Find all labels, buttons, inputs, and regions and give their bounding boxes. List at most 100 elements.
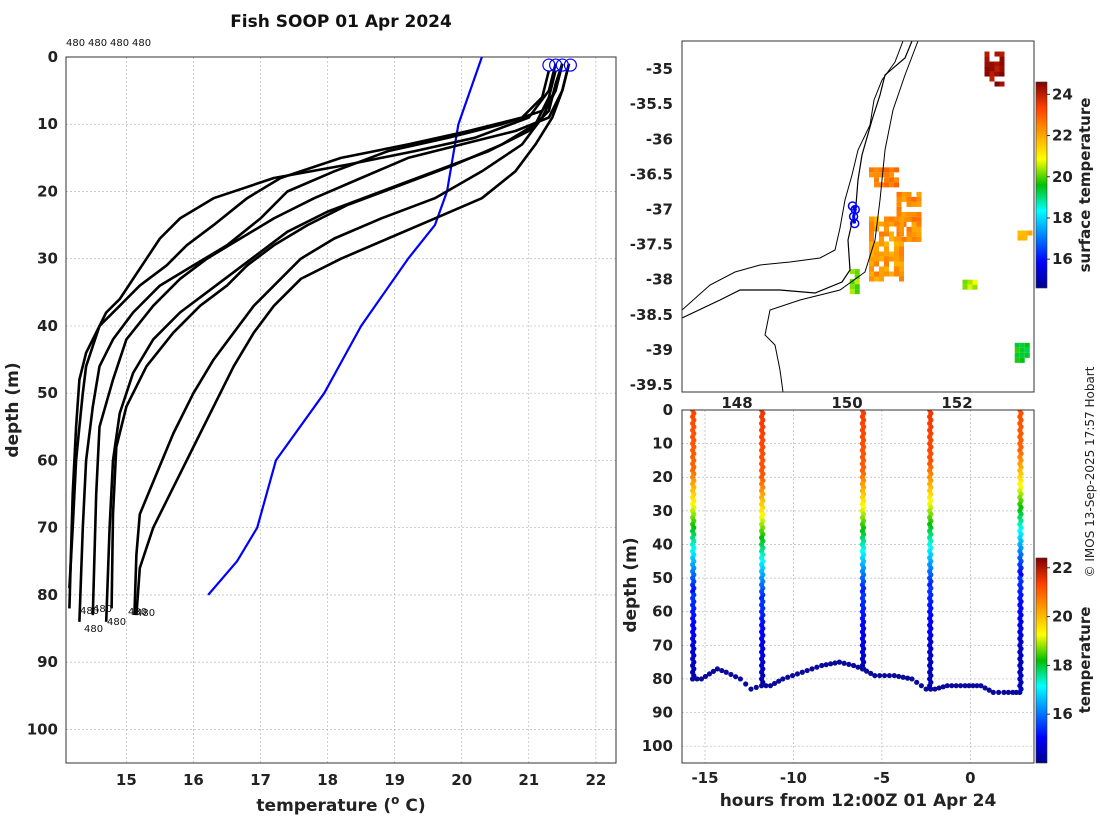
ship-track xyxy=(847,201,860,229)
sst-cell xyxy=(1014,352,1020,358)
sst-cell xyxy=(911,236,917,242)
sst-cell xyxy=(896,206,902,212)
depth-contour xyxy=(764,41,919,392)
sst-cell xyxy=(884,167,889,173)
section-ticks: -15 -10 -5 0 0 10 20 30 40 50 60 70 80 90 100 xyxy=(642,401,976,787)
x-tick-label: 17 xyxy=(250,771,271,789)
sst-cell xyxy=(879,172,884,178)
x-tick-label: 22 xyxy=(585,771,606,789)
sst-cell xyxy=(901,236,907,242)
sst-cell xyxy=(916,196,922,202)
sst-cell xyxy=(889,271,894,277)
cast-column xyxy=(1017,410,1024,696)
y-tick-label: 40 xyxy=(37,317,58,335)
sst-cell xyxy=(906,231,912,237)
bottom-point xyxy=(776,678,782,684)
map-lon-tick: 148 xyxy=(721,394,752,412)
sst-cell xyxy=(889,167,894,173)
profile-line xyxy=(91,63,571,616)
section-x-tick: -15 xyxy=(691,769,718,787)
sst-cell xyxy=(989,76,995,82)
bottom-point xyxy=(794,671,801,677)
bottom-point xyxy=(733,674,739,680)
map-colorbar-ticks: 16 18 20 22 24 xyxy=(1047,85,1073,268)
bottom-point xyxy=(753,684,759,690)
sst-cell xyxy=(879,276,884,282)
sst-cell xyxy=(874,167,879,173)
sst-cell xyxy=(899,226,904,232)
sst-cell xyxy=(989,61,995,67)
sst-cell xyxy=(896,191,902,197)
bottom-point xyxy=(814,664,820,670)
sst-cell xyxy=(869,241,874,247)
sst-cell xyxy=(894,266,899,272)
bottom-point xyxy=(909,676,915,682)
sst-cell xyxy=(894,251,899,257)
x-tick-label: 18 xyxy=(317,771,338,789)
sst-cell xyxy=(879,251,884,257)
sst-cell xyxy=(894,261,899,267)
sst-cell xyxy=(899,231,904,237)
sst-cell xyxy=(984,66,990,72)
bottom-point xyxy=(974,683,980,689)
map-lat-tick: -39.5 xyxy=(630,376,673,394)
map-lat-tick: -37.5 xyxy=(630,236,673,254)
profile-line xyxy=(68,70,551,609)
sst-cell xyxy=(854,289,860,295)
y-tick-label: 90 xyxy=(37,653,58,671)
y-tick-label: 70 xyxy=(37,519,58,537)
sst-cell xyxy=(999,81,1005,87)
colorbar-tick-label: 22 xyxy=(1052,127,1073,145)
sst-cell xyxy=(1024,342,1030,348)
sst-cell xyxy=(869,276,874,282)
surface-marker xyxy=(563,58,577,72)
section-x-tick: -10 xyxy=(780,769,807,787)
sst-cell xyxy=(999,56,1005,62)
sst-cell xyxy=(879,271,884,277)
bottom-probe-label: 480 xyxy=(128,607,147,618)
sst-cell xyxy=(849,289,855,295)
bottom-point xyxy=(1001,689,1007,696)
sst-cell xyxy=(1022,235,1028,241)
bottom-point xyxy=(702,673,709,680)
bottom-point xyxy=(785,674,791,680)
colorbar-tick-label: 18 xyxy=(1052,656,1073,674)
bottom-point xyxy=(698,676,705,682)
surface-marker xyxy=(542,58,556,72)
map-lat-tick: -35 xyxy=(646,60,673,78)
map-lon-tick: 152 xyxy=(941,394,972,412)
section-points xyxy=(690,410,1024,696)
sst-cell xyxy=(854,284,860,290)
bottom-point xyxy=(900,674,906,680)
sst-cell xyxy=(869,226,874,232)
map-lat-tick: -38 xyxy=(646,271,673,289)
bottom-point xyxy=(771,680,778,687)
profile-x-label-tail: C) xyxy=(399,796,425,816)
bottom-point xyxy=(728,671,734,678)
sst-cell xyxy=(874,251,879,257)
x-tick-label: 19 xyxy=(384,771,405,789)
sst-cell xyxy=(884,246,889,252)
profile-grid xyxy=(66,56,616,763)
sst-cell xyxy=(894,182,899,188)
sst-cell xyxy=(994,61,1000,67)
sst-cell xyxy=(879,236,884,242)
bottom-probe-label: 480 xyxy=(93,604,112,615)
profile-ticks: 15 16 17 18 19 20 21 22 0 10 20 30 40 50 60 70 80 90 100 xyxy=(27,48,607,789)
bottom-point xyxy=(990,689,996,696)
sst-cell xyxy=(906,201,912,207)
sst-cell xyxy=(874,276,879,282)
sst-cell xyxy=(884,261,889,267)
sst-cell xyxy=(869,172,874,178)
bottom-point xyxy=(823,662,829,668)
bottom-point xyxy=(982,685,988,691)
sst-cell xyxy=(869,221,874,227)
sst-cell xyxy=(884,256,889,262)
section-colorbar xyxy=(1035,557,1048,764)
profile-line xyxy=(104,63,564,622)
bottom-point xyxy=(936,685,942,691)
sst-cell xyxy=(999,66,1005,72)
cast-column xyxy=(690,410,697,682)
bottom-probe-label: 480 xyxy=(136,608,155,619)
sst-cell xyxy=(994,51,1000,57)
